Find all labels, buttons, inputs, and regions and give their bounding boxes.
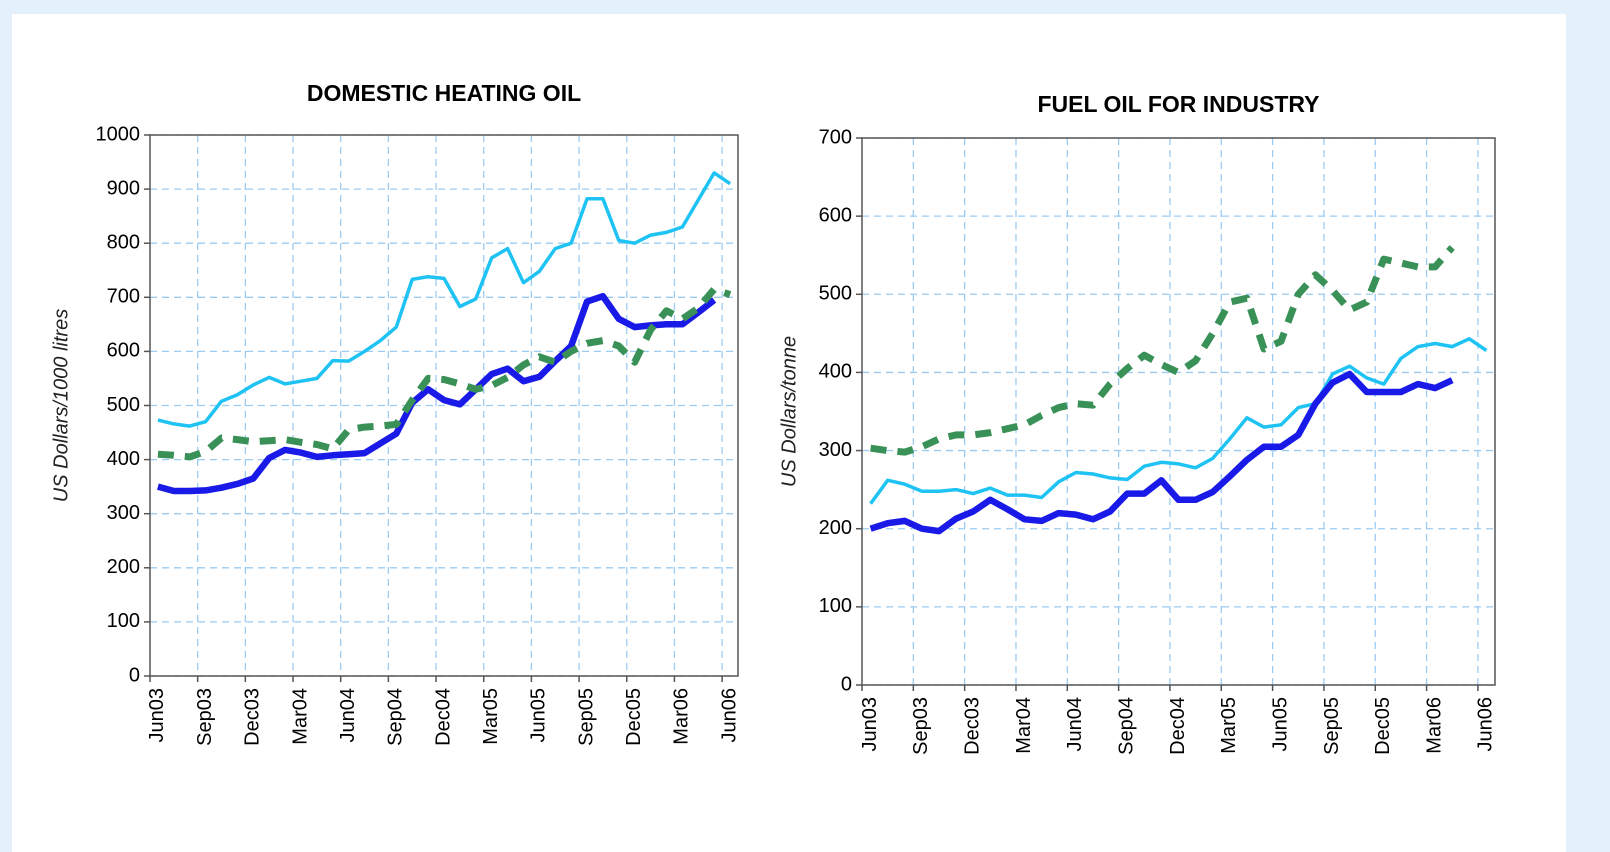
- x-tick-label: Sep04: [1115, 697, 1137, 755]
- y-tick-label: 700: [819, 126, 852, 148]
- data-line: [870, 245, 1455, 456]
- x-tick-label: Sep05: [1321, 697, 1343, 755]
- content-panel: [12, 14, 1566, 852]
- y-tick-label: 300: [107, 502, 140, 524]
- chart-title: DOMESTIC HEATING OIL: [307, 80, 581, 106]
- chart-title: FUEL OIL FOR INDUSTRY: [1038, 91, 1320, 117]
- y-tick-label: 1000: [96, 123, 141, 145]
- x-tick-label: Sep04: [385, 688, 407, 746]
- x-tick-label: Mar04: [289, 688, 311, 745]
- y-tick-label: 500: [107, 394, 140, 416]
- y-axis-label: US Dollars/1000 litres: [50, 309, 72, 502]
- x-tick-label: Dec05: [623, 688, 645, 746]
- y-tick-label: 0: [129, 664, 140, 686]
- x-tick-label: Jun03: [859, 697, 881, 752]
- y-tick-label: 0: [841, 673, 852, 695]
- x-tick-label: Mar06: [1423, 697, 1445, 754]
- plot-frame: [861, 137, 1496, 686]
- data-line: [869, 370, 1454, 535]
- data-line: [157, 285, 732, 461]
- x-tick-label: Mar05: [1218, 697, 1240, 754]
- data-line: [157, 292, 717, 495]
- x-tick-label: Sep05: [575, 688, 597, 746]
- x-tick-label: Jun05: [1269, 697, 1291, 752]
- data-line: [869, 337, 1488, 505]
- x-tick-label: Dec03: [961, 697, 983, 755]
- y-tick-label: 600: [107, 340, 140, 362]
- y-tick-label: 100: [819, 595, 852, 617]
- y-tick-label: 200: [819, 517, 852, 539]
- x-tick-label: Mar05: [480, 688, 502, 745]
- x-tick-label: Jun04: [337, 688, 359, 743]
- y-tick-label: 100: [107, 610, 140, 632]
- x-tick-label: Jun04: [1064, 697, 1086, 752]
- y-tick-label: 800: [107, 231, 140, 253]
- data-line: [157, 171, 732, 428]
- plot-frame: [149, 134, 739, 677]
- x-tick-label: Dec04: [1167, 697, 1189, 755]
- y-tick-label: 500: [819, 283, 852, 305]
- y-tick-label: 200: [107, 556, 140, 578]
- x-tick-label: Jun06: [718, 688, 740, 743]
- y-axis-label: US Dollars/tonne: [778, 336, 800, 487]
- x-tick-label: Mar06: [671, 688, 693, 745]
- y-tick-label: 400: [819, 361, 852, 383]
- x-tick-label: Dec05: [1372, 697, 1394, 755]
- x-tick-label: Jun05: [528, 688, 550, 743]
- x-tick-label: Dec03: [242, 688, 264, 746]
- y-tick-label: 700: [107, 286, 140, 308]
- x-tick-label: Jun06: [1475, 697, 1497, 752]
- y-tick-label: 400: [107, 448, 140, 470]
- y-tick-label: 900: [107, 177, 140, 199]
- x-tick-label: Sep03: [910, 697, 932, 755]
- x-tick-label: Jun03: [146, 688, 168, 743]
- x-tick-label: Dec04: [432, 688, 454, 746]
- y-tick-label: 600: [819, 204, 852, 226]
- x-tick-label: Sep03: [194, 688, 216, 746]
- x-tick-label: Mar04: [1013, 697, 1035, 754]
- y-tick-label: 300: [819, 439, 852, 461]
